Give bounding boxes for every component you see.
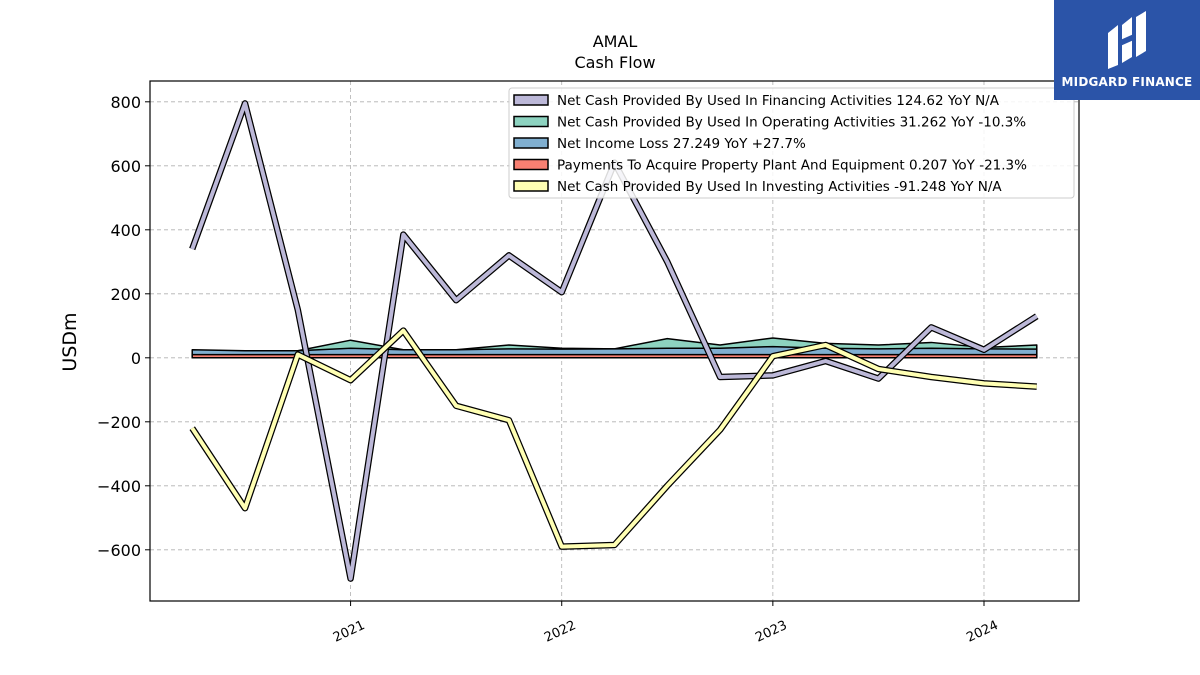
legend-label-0: Net Cash Provided By Used In Financing A… (557, 93, 1000, 109)
legend-box (508, 87, 1075, 199)
chart-subtitle: Cash Flow (574, 53, 655, 72)
chart-title: AMAL (593, 32, 638, 51)
x-tick-label: 2021 (331, 618, 367, 646)
legend-label-2: Net Income Loss 27.249 YoY +27.7% (557, 136, 806, 152)
legend-swatch-0 (513, 94, 549, 106)
y-tick-label: −600 (97, 541, 141, 560)
legend-swatch-2 (513, 137, 549, 149)
x-tick-label: 2024 (964, 618, 1000, 646)
legend-label-3: Payments To Acquire Property Plant And E… (557, 158, 1027, 174)
brand-name: MIDGARD FINANCE (1061, 75, 1193, 89)
legend: Net Cash Provided By Used In Financing A… (508, 87, 1075, 199)
x-tick-label: 2023 (753, 618, 789, 646)
line-4 (190, 328, 1037, 549)
y-tick-label: 800 (110, 93, 141, 112)
y-tick-label: −200 (97, 413, 141, 432)
y-tick-label: 400 (110, 221, 141, 240)
legend-swatch-3 (513, 158, 549, 171)
plot-frame (149, 80, 1080, 602)
legend-label-4: Net Cash Provided By Used In Investing A… (557, 179, 1002, 195)
brand-logo: MIDGARD FINANCE (1054, 0, 1200, 100)
midgard-logo-icon (1108, 11, 1146, 69)
legend-label-1: Net Cash Provided By Used In Operating A… (557, 115, 1026, 131)
legend-swatch-4 (513, 180, 549, 192)
y-tick-label: 600 (110, 157, 141, 176)
y-axis: −600 −400 −200 0 200 400 600 800 (97, 93, 150, 560)
y-axis-label: USDm (59, 312, 81, 371)
area-3 (191, 353, 1038, 359)
x-axis: 2021 2022 2023 2024 (331, 601, 1001, 646)
x-tick-label: 2022 (542, 618, 578, 646)
y-tick-label: 200 (110, 285, 141, 304)
legend-swatch-1 (513, 115, 549, 128)
y-tick-label: −400 (97, 477, 141, 496)
y-tick-label: 0 (131, 349, 141, 368)
